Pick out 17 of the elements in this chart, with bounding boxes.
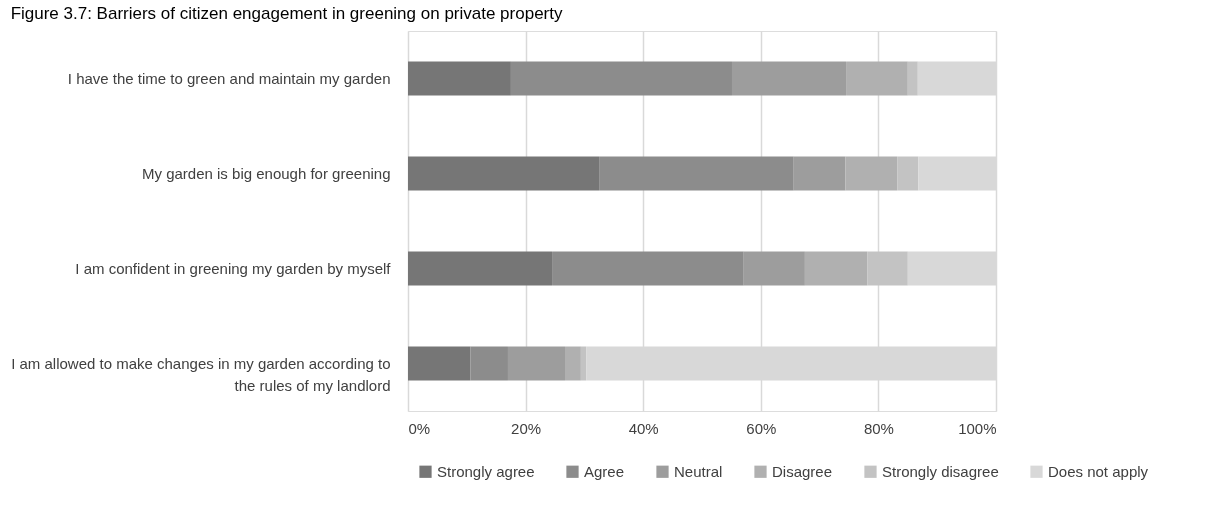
y-tick-label: I am allowed to make changes in my garden according to the rules of my landlord [11,354,391,394]
y-tick-label: My garden is big enough for greening [142,164,391,182]
x-tick-label: 80% [863,419,894,437]
x-tick-label: 100% [958,419,997,437]
legend-label: Does not apply [1048,462,1149,480]
legend-label: Neutral [674,462,723,480]
legend-label: Agree [584,462,625,480]
legend-label: Disagree [772,462,833,480]
x-tick-label: 20% [511,419,542,437]
chart-title: Figure 3.7: Barriers of citizen engagement in greening on private property [10,4,563,23]
y-tick-label: I am confident in greening my garden by myself [75,259,392,277]
legend-label: Strongly agree [437,462,535,480]
x-tick-label: 40% [628,419,659,437]
y-tick-label: I have the time to green and maintain my garden [67,69,391,87]
legend-label: Strongly disagree [882,462,999,480]
x-tick-label: 60% [746,419,777,437]
x-tick-label: 0% [408,419,431,437]
